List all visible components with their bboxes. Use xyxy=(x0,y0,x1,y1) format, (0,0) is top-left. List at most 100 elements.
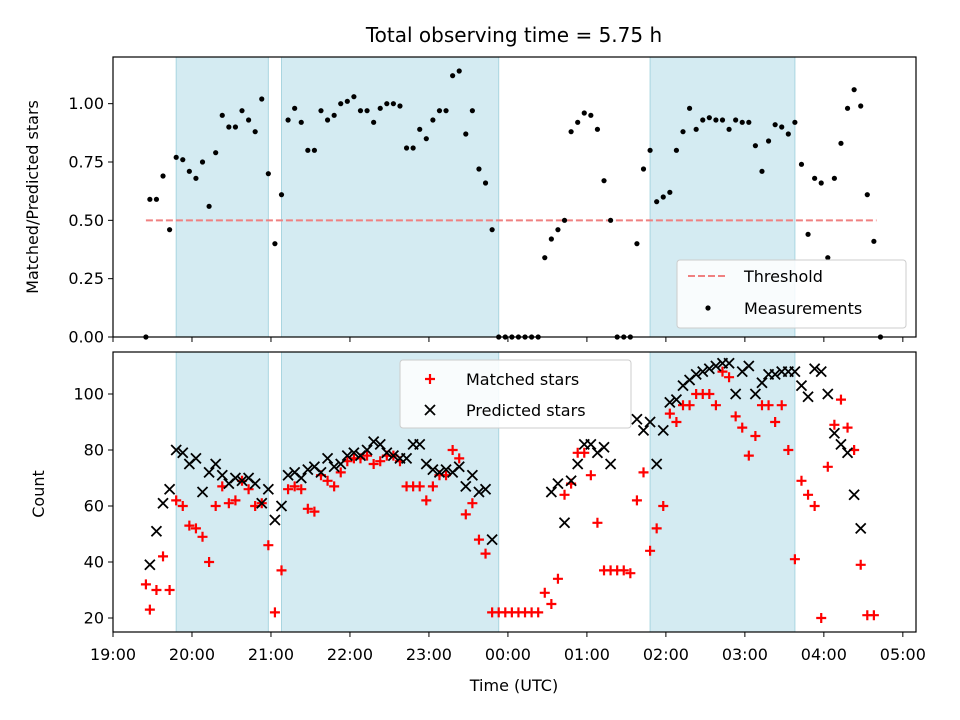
predicted-stars-point xyxy=(585,438,597,451)
predicted-stars-point xyxy=(664,396,676,409)
predicted-stars-point xyxy=(697,365,709,378)
y-tick-label: 60 xyxy=(84,497,104,516)
measurement-point xyxy=(193,175,199,181)
matched-stars-point xyxy=(579,447,590,458)
predicted-stars-point xyxy=(210,458,222,470)
predicted-stars-point xyxy=(552,477,564,490)
matched-stars-point xyxy=(618,565,629,576)
measurement-point xyxy=(371,119,377,125)
legend-matched-label: Matched stars xyxy=(466,370,579,389)
x-tick-label: 20:00 xyxy=(169,645,215,664)
measurement-point xyxy=(713,117,719,123)
predicted-stars-point xyxy=(670,393,683,406)
predicted-stars-point xyxy=(466,469,479,481)
predicted-stars-point xyxy=(196,486,209,498)
x-tick-label: 19:00 xyxy=(90,645,136,664)
measurement-point xyxy=(607,217,614,223)
measurement-point xyxy=(338,101,344,107)
measurement-point xyxy=(733,117,739,123)
measurement-point xyxy=(463,131,469,137)
measurement-point xyxy=(265,171,271,177)
measurement-point xyxy=(147,196,153,202)
y-tick-label: 1.00 xyxy=(68,94,104,113)
x-tick-label: 00:00 xyxy=(485,645,531,664)
series-x xyxy=(144,357,867,571)
measurement-point xyxy=(384,101,390,107)
matched-stars-point xyxy=(855,559,866,570)
observing-window-1 xyxy=(175,351,269,633)
matched-stars-point xyxy=(539,587,550,598)
x-tick-label: 04:00 xyxy=(801,645,847,664)
measurement-point xyxy=(186,168,192,174)
predicted-stars-point xyxy=(841,447,854,459)
predicted-stars-point xyxy=(414,438,426,451)
predicted-stars-point xyxy=(170,444,182,456)
predicted-stars-point xyxy=(710,360,722,372)
predicted-stars-point xyxy=(460,480,472,493)
matched-stars-point xyxy=(796,475,807,486)
predicted-stars-point xyxy=(163,483,176,495)
matched-stars-point xyxy=(296,484,307,495)
legend-measurements-swatch xyxy=(705,305,711,311)
matched-stars-point xyxy=(140,579,151,590)
matched-stars-point xyxy=(770,417,781,427)
predicted-stars-point xyxy=(262,483,274,495)
measurement-point xyxy=(153,196,160,202)
matched-stars-point xyxy=(210,501,221,511)
predicted-stars-point xyxy=(157,497,169,509)
predicted-stars-point xyxy=(848,489,860,501)
measurement-point xyxy=(344,98,350,104)
measurement-point xyxy=(871,238,877,244)
legend-box xyxy=(676,259,907,329)
matched-stars-point xyxy=(868,610,879,621)
measurement-point xyxy=(331,112,337,118)
matched-stars-point xyxy=(724,372,735,383)
predicted-stars-point xyxy=(795,379,808,392)
matched-stars-point xyxy=(809,501,820,511)
measurement-point xyxy=(818,180,824,186)
predicted-stars-point xyxy=(486,533,498,546)
matched-stars-point xyxy=(631,495,642,506)
measurement-point xyxy=(252,129,258,135)
matched-stars-point xyxy=(414,481,425,492)
measurement-point xyxy=(844,105,851,111)
matched-stars-point xyxy=(816,613,827,623)
predicted-stars-point xyxy=(545,486,557,498)
measurement-point xyxy=(548,236,554,242)
measurement-point xyxy=(390,101,396,107)
measurement-point xyxy=(726,126,732,132)
measurement-point xyxy=(456,68,462,74)
measurement-point xyxy=(272,241,278,247)
matched-stars-point xyxy=(197,531,208,542)
measurement-point xyxy=(226,124,232,130)
measurement-point xyxy=(779,124,785,130)
measurement-point xyxy=(232,124,239,130)
predicted-stars-point xyxy=(381,447,393,459)
matched-stars-point xyxy=(322,475,333,486)
measurement-point xyxy=(430,117,436,123)
predicted-stars-point xyxy=(348,447,360,459)
predicted-stars-point xyxy=(361,444,373,456)
matched-stars-point xyxy=(276,565,287,576)
matched-stars-point xyxy=(730,411,741,422)
predicted-stars-point xyxy=(368,435,380,448)
measurement-point xyxy=(858,103,864,109)
matched-stars-point xyxy=(283,484,294,495)
matched-stars-point xyxy=(190,523,201,534)
y-tick-label: 0.25 xyxy=(68,269,104,288)
predicted-stars-point xyxy=(177,447,189,459)
y-axis-label-count: Count xyxy=(29,470,48,518)
measurement-point xyxy=(581,110,587,116)
predicted-stars-point xyxy=(150,525,163,537)
legend-predicted-swatch xyxy=(424,404,436,416)
measurement-point xyxy=(311,147,318,153)
measurement-point xyxy=(765,138,772,144)
measurement-point xyxy=(673,147,680,153)
predicted-stars-point xyxy=(328,461,340,473)
predicted-stars-point xyxy=(302,463,314,476)
measurement-point xyxy=(324,117,331,123)
measurement-point xyxy=(772,122,778,128)
measurement-point xyxy=(601,178,607,184)
matched-stars-point xyxy=(585,470,596,481)
